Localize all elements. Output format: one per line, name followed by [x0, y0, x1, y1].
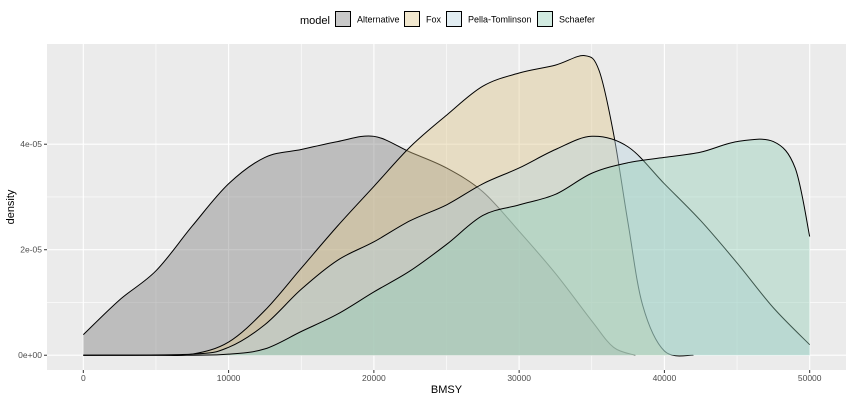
legend-label-pella-tomlinson: Pella-Tomlinson: [468, 15, 532, 25]
density-area-pella-tomlinson: [83, 136, 810, 356]
x-tick-label: 0: [81, 373, 86, 383]
legend-key-pella-tomlinson: [446, 11, 462, 27]
legend-swatch-pella-tomlinson: [446, 11, 462, 27]
legend: model Alternative Fox Pella-Tomlinson Schae…: [300, 11, 595, 27]
density-line-alternative: [82, 135, 636, 356]
grid-minor: [47, 44, 846, 370]
legend-swatch-fox: [404, 11, 420, 27]
x-tick-label: 50000: [798, 373, 822, 383]
x-tick-label: 20000: [362, 373, 386, 383]
legend-label-alternative: Alternative: [357, 15, 400, 25]
grid-major: [47, 44, 846, 370]
legend-label-fox: Fox: [426, 15, 442, 25]
x-axis-title: BMSY: [431, 384, 463, 396]
x-tick-label: 10000: [217, 373, 241, 383]
density-area-schaefer: [83, 139, 810, 356]
density-line-pella-tomlinson: [83, 135, 811, 356]
y-axis-title: density: [5, 189, 17, 224]
density-line-fox: [83, 55, 694, 357]
x-axis: 0 10000 20000 30000 40000 50000: [81, 370, 822, 383]
legend-key-alternative: [335, 11, 351, 27]
density-area-alternative: [83, 135, 636, 356]
y-tick-label: 0e+00: [18, 350, 42, 360]
x-tick-label: 30000: [507, 373, 531, 383]
legend-key-fox: [404, 11, 420, 27]
density-line-schaefer: [83, 138, 811, 356]
legend-swatch-alternative: [335, 11, 351, 27]
x-tick-label: 40000: [653, 373, 677, 383]
legend-key-schaefer: [537, 11, 553, 27]
density-areas: [82, 55, 811, 357]
legend-swatch-schaefer: [537, 11, 553, 27]
legend-title: model: [300, 15, 330, 27]
y-axis: 0e+00 2e-05 4e-05: [18, 139, 47, 360]
legend-label-schaefer: Schaefer: [559, 15, 595, 25]
density-area-fox: [83, 55, 694, 356]
y-tick-label: 2e-05: [20, 245, 42, 255]
y-tick-label: 4e-05: [20, 139, 42, 149]
